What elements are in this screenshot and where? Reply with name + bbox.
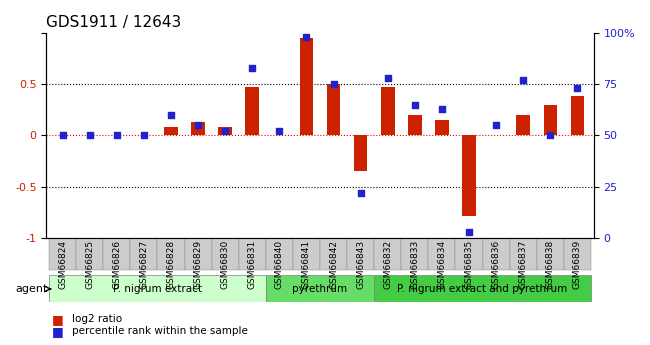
Text: GSM66827: GSM66827 (139, 240, 148, 289)
Text: GSM66842: GSM66842 (329, 240, 338, 289)
Point (84, 132, 95, 138)
Text: GSM66826: GSM66826 (112, 240, 122, 289)
Bar (164, 127, 177, 135)
Point (274, 128, 285, 134)
Text: GSM66833: GSM66833 (410, 240, 419, 289)
FancyBboxPatch shape (374, 275, 591, 303)
Text: P. nigrum extract: P. nigrum extract (113, 284, 202, 294)
FancyBboxPatch shape (482, 238, 510, 270)
FancyBboxPatch shape (185, 238, 212, 270)
Text: ■: ■ (52, 325, 64, 338)
Bar (300, 38, 313, 135)
FancyBboxPatch shape (537, 238, 564, 270)
Text: GSM66840: GSM66840 (275, 240, 284, 289)
Text: GSM66839: GSM66839 (573, 240, 582, 289)
FancyBboxPatch shape (456, 238, 482, 270)
Point (166, 112, 176, 118)
Bar (381, 87, 395, 135)
Text: pyrethrum: pyrethrum (292, 284, 348, 294)
Point (112, 132, 122, 138)
FancyBboxPatch shape (347, 238, 374, 270)
FancyBboxPatch shape (76, 238, 103, 270)
FancyBboxPatch shape (401, 238, 428, 270)
FancyBboxPatch shape (49, 238, 76, 270)
Bar (408, 115, 422, 135)
Text: GSM66841: GSM66841 (302, 240, 311, 289)
FancyBboxPatch shape (103, 238, 131, 270)
Point (57, 132, 68, 138)
Point (247, 65, 257, 70)
Bar (327, 84, 341, 135)
Text: GDS1911 / 12643: GDS1911 / 12643 (46, 15, 181, 30)
FancyBboxPatch shape (157, 238, 185, 270)
Bar (462, 135, 476, 216)
Text: P. nigrum extract and pyrethrum: P. nigrum extract and pyrethrum (397, 284, 567, 294)
Bar (354, 135, 367, 171)
Text: GSM66829: GSM66829 (194, 240, 203, 289)
Bar (246, 87, 259, 135)
Bar (218, 127, 232, 135)
Text: GSM66835: GSM66835 (465, 240, 473, 289)
Text: GSM66832: GSM66832 (384, 240, 392, 289)
Text: GSM66838: GSM66838 (546, 240, 555, 289)
FancyBboxPatch shape (239, 238, 266, 270)
Bar (543, 105, 557, 135)
Point (410, 102, 420, 107)
Bar (191, 122, 205, 135)
FancyBboxPatch shape (266, 238, 293, 270)
Text: GSM66836: GSM66836 (491, 240, 500, 289)
Text: GSM66828: GSM66828 (166, 240, 176, 289)
FancyBboxPatch shape (266, 275, 374, 303)
Text: GSM66824: GSM66824 (58, 240, 67, 289)
Bar (571, 96, 584, 135)
FancyBboxPatch shape (49, 275, 266, 303)
Point (356, 190, 366, 196)
Bar (517, 115, 530, 135)
Point (220, 128, 230, 134)
FancyBboxPatch shape (212, 238, 239, 270)
FancyBboxPatch shape (564, 238, 591, 270)
Text: ■: ■ (52, 313, 64, 326)
Point (383, 75, 393, 80)
Point (464, 229, 474, 235)
FancyBboxPatch shape (510, 238, 537, 270)
Point (437, 106, 447, 111)
Point (138, 132, 149, 138)
FancyBboxPatch shape (320, 238, 347, 270)
FancyBboxPatch shape (131, 238, 157, 270)
FancyBboxPatch shape (428, 238, 456, 270)
Point (545, 132, 556, 138)
Text: log2 ratio: log2 ratio (72, 314, 122, 324)
Text: GSM66834: GSM66834 (437, 240, 447, 289)
Text: GSM66843: GSM66843 (356, 240, 365, 289)
Point (572, 85, 582, 91)
Text: GSM66825: GSM66825 (85, 240, 94, 289)
FancyBboxPatch shape (374, 238, 401, 270)
Text: percentile rank within the sample: percentile rank within the sample (72, 326, 248, 336)
Point (301, 34, 311, 39)
Text: GSM66830: GSM66830 (220, 240, 229, 289)
Text: agent: agent (16, 284, 47, 294)
Point (518, 77, 528, 82)
Text: GSM66831: GSM66831 (248, 240, 257, 289)
Point (328, 81, 339, 87)
Bar (435, 120, 448, 135)
Point (193, 122, 203, 128)
FancyBboxPatch shape (293, 238, 320, 270)
Text: GSM66837: GSM66837 (519, 240, 528, 289)
Point (491, 122, 501, 128)
